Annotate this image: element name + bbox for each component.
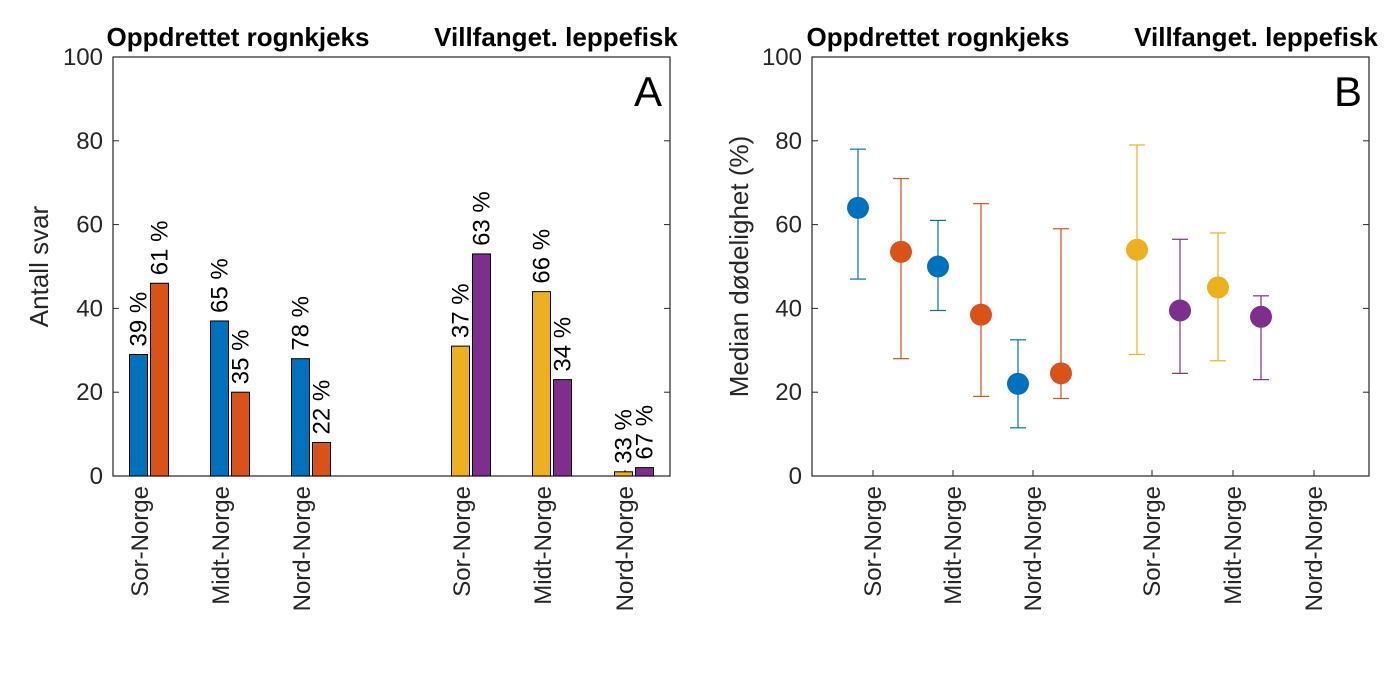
median-point xyxy=(1207,276,1229,298)
y-tick-label: 80 xyxy=(775,128,802,155)
bar xyxy=(636,468,654,476)
median-point xyxy=(1250,306,1272,328)
median-point xyxy=(970,304,992,326)
y-tick-label: 100 xyxy=(63,44,103,71)
median-point xyxy=(1169,299,1191,321)
panel-letter: A xyxy=(634,68,662,115)
bar-percent-label: 67 % xyxy=(632,405,659,460)
y-tick-label: 60 xyxy=(775,212,802,239)
bar-percent-label: 63 % xyxy=(469,191,496,246)
group-title: Villfanget. leppefisk xyxy=(434,22,678,52)
y-axis-label: Antall svar xyxy=(24,205,54,327)
bar-percent-label: 61 % xyxy=(147,221,174,276)
x-category-label: Midt-Norge xyxy=(530,486,557,605)
y-tick-label: 0 xyxy=(789,463,802,490)
bar xyxy=(615,472,633,476)
bar xyxy=(232,392,250,476)
bar xyxy=(313,442,331,476)
x-category-label: Sor-Norge xyxy=(449,486,476,597)
group-title: Villfanget. leppefisk xyxy=(1134,22,1378,52)
y-axis-label: Median dødelighet (%) xyxy=(724,136,754,398)
y-tick-label: 100 xyxy=(762,44,802,71)
plot-frame xyxy=(812,57,1369,476)
median-point xyxy=(1050,362,1072,384)
y-tick-label: 40 xyxy=(76,295,103,322)
bar-percent-label: 22 % xyxy=(309,380,336,435)
panel-letter: B xyxy=(1334,68,1362,115)
y-tick-label: 20 xyxy=(775,379,802,406)
y-tick-label: 0 xyxy=(90,463,103,490)
panel-b-scatter-chart: 0 20 40 60 80 100 Sor-Norge Midt-Norge Nord-Norg… xyxy=(724,22,1378,611)
y-tick-label: 40 xyxy=(775,295,802,322)
bar xyxy=(473,254,491,476)
bar-percent-label: 35 % xyxy=(228,329,255,384)
y-tick-label: 60 xyxy=(76,212,103,239)
median-point xyxy=(1126,239,1148,261)
x-category-label: Nord-Norge xyxy=(1301,486,1328,611)
median-point xyxy=(890,241,912,263)
bar xyxy=(130,354,148,476)
plot-frame xyxy=(113,57,670,476)
x-category-label: Midt-Norge xyxy=(1220,486,1247,605)
bar xyxy=(211,321,229,476)
x-category-label: Sor-Norge xyxy=(1139,486,1166,597)
bar xyxy=(533,292,551,476)
panel-a-bar-chart: 0 20 40 60 80 100 Sor-Norge Midt-Norge Nord-Norg… xyxy=(24,22,678,611)
median-point xyxy=(927,256,949,278)
y-tick-label: 20 xyxy=(76,379,103,406)
bar xyxy=(452,346,470,476)
y-tick-label: 80 xyxy=(76,128,103,155)
x-category-label: Nord-Norge xyxy=(289,486,316,611)
bar-percent-label: 78 % xyxy=(288,296,315,351)
bar xyxy=(292,359,310,476)
x-category-label: Sor-Norge xyxy=(860,486,887,597)
x-category-label: Nord-Norge xyxy=(612,486,639,611)
median-point xyxy=(1007,373,1029,395)
bar-percent-label: 34 % xyxy=(550,317,577,372)
bar-percent-label: 65 % xyxy=(207,258,234,313)
bar-percent-label: 37 % xyxy=(448,283,475,338)
x-category-label: Nord-Norge xyxy=(1020,486,1047,611)
x-category-label: Sor-Norge xyxy=(127,486,154,597)
bar-percent-label: 39 % xyxy=(126,292,153,347)
group-title: Oppdrettet rognkjeks xyxy=(807,22,1070,52)
group-title: Oppdrettet rognkjeks xyxy=(107,22,370,52)
x-category-label: Midt-Norge xyxy=(940,486,967,605)
bar xyxy=(151,283,169,476)
x-category-label: Midt-Norge xyxy=(208,486,235,605)
median-point xyxy=(847,197,869,219)
bar xyxy=(554,380,572,476)
bar-percent-label: 66 % xyxy=(529,229,556,284)
